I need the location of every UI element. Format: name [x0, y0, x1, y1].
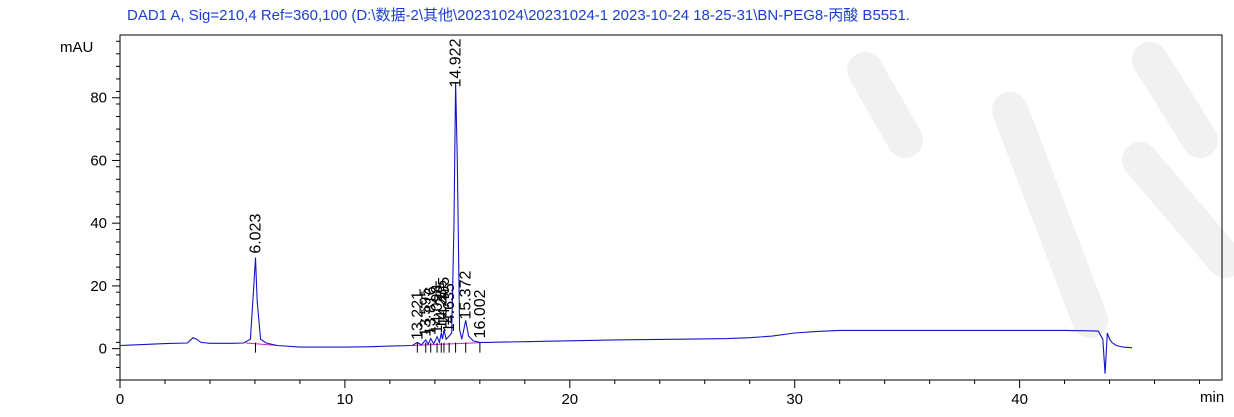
x-tick-label: 30: [786, 391, 803, 408]
peak-label: 15.372: [458, 271, 475, 320]
peak-label: 14.405: [436, 277, 453, 326]
x-tick-label: 40: [1011, 391, 1028, 408]
peak-label: 14.635: [441, 283, 458, 332]
y-tick-label: 80: [90, 90, 107, 107]
peak-label: 6.023: [247, 214, 264, 254]
y-tick-label: 40: [90, 215, 107, 232]
x-tick-label: 10: [337, 391, 354, 408]
plot-frame: [119, 34, 1223, 381]
y-tick-label: 60: [90, 152, 107, 169]
watermark-stroke: [992, 92, 1108, 338]
x-axis-label: min: [1200, 389, 1224, 406]
peak-label: 16.002: [472, 289, 489, 338]
signal-line: [119, 81, 1133, 374]
peak-label: 14.922: [448, 38, 465, 87]
watermark: [847, 42, 1234, 338]
y-tick-label: 20: [90, 278, 107, 295]
baseline-line: [245, 341, 487, 346]
watermark-stroke: [1132, 42, 1218, 158]
axes: 0 20 40 60 80 0 10 20 30 40: [90, 34, 1223, 408]
peak-label: 13.595: [418, 288, 435, 337]
x-tick-label: 20: [561, 391, 578, 408]
y-axis-label: mAU: [60, 39, 93, 56]
peak-label: 14.098: [429, 285, 446, 334]
watermark-stroke: [847, 52, 923, 158]
watermark-stroke: [1122, 142, 1234, 278]
peak-label: 13.816: [423, 286, 440, 335]
y-tick-label: 0: [99, 341, 107, 358]
chart-title: DAD1 A, Sig=210,4 Ref=360,100 (D:\数据-2\其…: [127, 7, 910, 24]
peak-labels: 6.023 13.22113.59513.81614.09814.28514.40…: [247, 38, 489, 353]
peak-label: 13.221: [409, 291, 426, 340]
x-tick-label: 0: [116, 391, 124, 408]
peak-label: 14.285: [433, 280, 450, 329]
